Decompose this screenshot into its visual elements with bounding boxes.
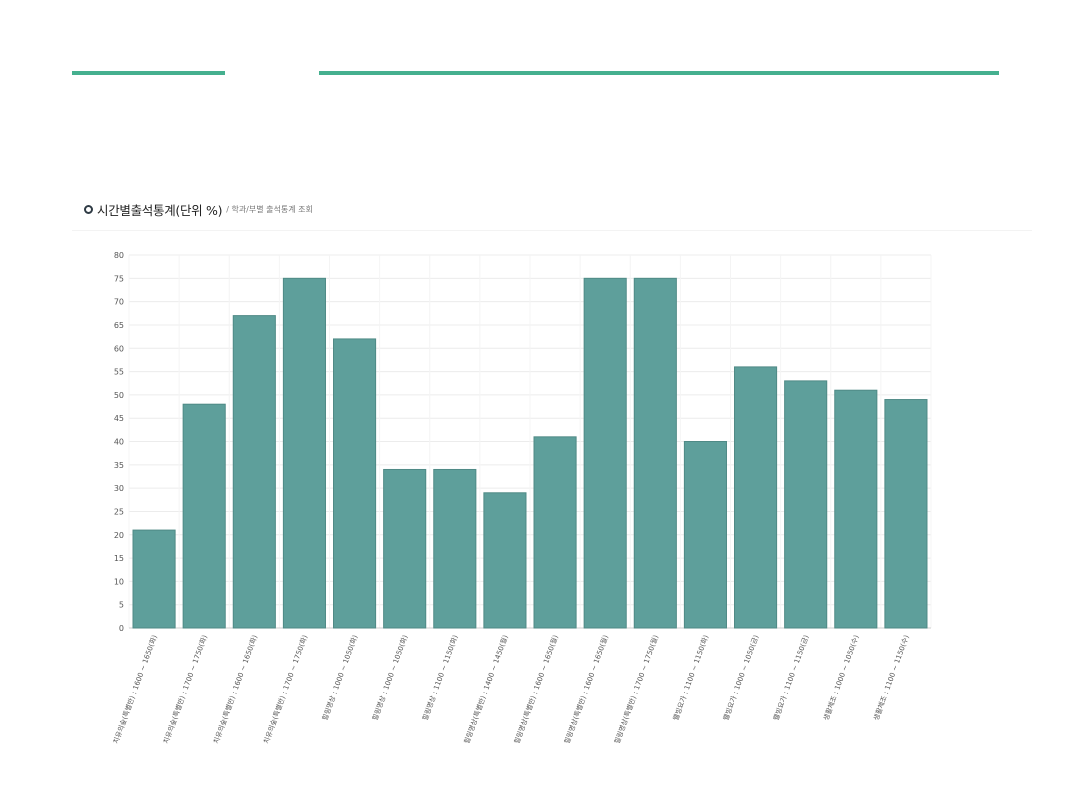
bar [282, 277, 326, 629]
x-tick-label: 생활체조 : 1100 ~ 1150(수) [871, 633, 910, 721]
bar [483, 492, 527, 629]
bar [884, 399, 928, 629]
x-tick-label: 힐링명상 : 1000 ~ 1050(화) [320, 633, 359, 721]
bar [383, 468, 427, 629]
y-tick-label: 25 [114, 507, 124, 516]
y-tick-label: 5 [119, 601, 124, 610]
x-tick-label: 웰빙요가 : 1100 ~ 1150(금) [771, 633, 810, 721]
x-tick-label: 치유의숲(특별반) : 1700 ~ 1750(화) [261, 633, 309, 745]
x-tick-label: 힐링명상(특별반) : 1400 ~ 1450(월) [462, 633, 510, 745]
bar [132, 529, 176, 629]
bar [734, 366, 778, 629]
bar [182, 403, 226, 629]
section-divider [72, 230, 1032, 231]
bar [784, 380, 828, 629]
section-title: 시간별출석통계(단위 %) [97, 202, 223, 218]
bar [683, 441, 727, 629]
y-tick-label: 75 [114, 274, 124, 283]
x-tick-label: 치유의숲(특별반) : 1700 ~ 1750(화) [161, 633, 209, 745]
y-tick-label: 35 [114, 461, 124, 470]
section-subtitle: / 학과/부별 출석통계 조회 [226, 204, 313, 214]
circle-bullet-icon [84, 204, 93, 214]
bar [583, 277, 627, 629]
y-tick-label: 70 [114, 298, 124, 307]
y-tick-label: 30 [114, 484, 124, 493]
x-tick-label: 치유의숲(특별반) : 1600 ~ 1650(화) [211, 633, 259, 745]
bar [834, 389, 878, 629]
x-tick-label: 힐링명상(특별반) : 1600 ~ 1650(월) [512, 633, 560, 745]
y-tick-label: 0 [119, 624, 124, 633]
bar [433, 468, 477, 629]
y-tick-label: 20 [114, 531, 124, 540]
bar [533, 436, 577, 629]
y-tick-label: 60 [114, 344, 124, 353]
x-tick-label: 생활체조 : 1000 ~ 1050(수) [821, 633, 860, 721]
y-tick-label: 80 [114, 251, 124, 260]
y-tick-label: 40 [114, 438, 124, 447]
y-tick-label: 65 [114, 321, 124, 330]
bar [232, 315, 276, 629]
bar [633, 277, 677, 629]
attendance-bar-chart: 0 5 10 15 20 25 30 35 40 45 50 55 60 65 70 75 80 치유의숲(특별… [111, 251, 932, 745]
x-axis-ticks: 치유의숲(특별반) : 1600 ~ 1650(화) 치유의숲(특별반) : 17… [111, 633, 911, 745]
x-tick-label: 힐링명상 : 1100 ~ 1150(화) [420, 633, 459, 721]
x-tick-label: 힐링명상(특별반) : 1700 ~ 1750(월) [612, 633, 660, 745]
x-tick-label: 힐링명상(특별반) : 1600 ~ 1650(월) [562, 633, 610, 745]
y-tick-label: 10 [114, 577, 124, 586]
y-tick-label: 50 [114, 391, 124, 400]
x-tick-label: 웰빙요가 : 1100 ~ 1150(화) [671, 633, 710, 721]
bar [333, 338, 377, 629]
x-tick-label: 치유의숲(특별반) : 1600 ~ 1650(화) [111, 633, 159, 745]
y-tick-label: 55 [114, 368, 124, 377]
header-rule-short [72, 71, 225, 75]
x-tick-label: 웰빙요가 : 1000 ~ 1050(금) [721, 633, 760, 721]
y-tick-label: 45 [114, 414, 124, 423]
y-tick-label: 15 [114, 554, 124, 563]
header-rule-long [319, 71, 999, 75]
y-axis-ticks: 0 5 10 15 20 25 30 35 40 45 50 55 60 65 70 75 80 [114, 251, 124, 633]
x-tick-label: 힐링명상 : 1000 ~ 1050(화) [370, 633, 409, 721]
section-header: 시간별출석통계(단위 %) / 학과/부별 출석통계 조회 [84, 199, 313, 219]
chart-bars [132, 277, 928, 629]
